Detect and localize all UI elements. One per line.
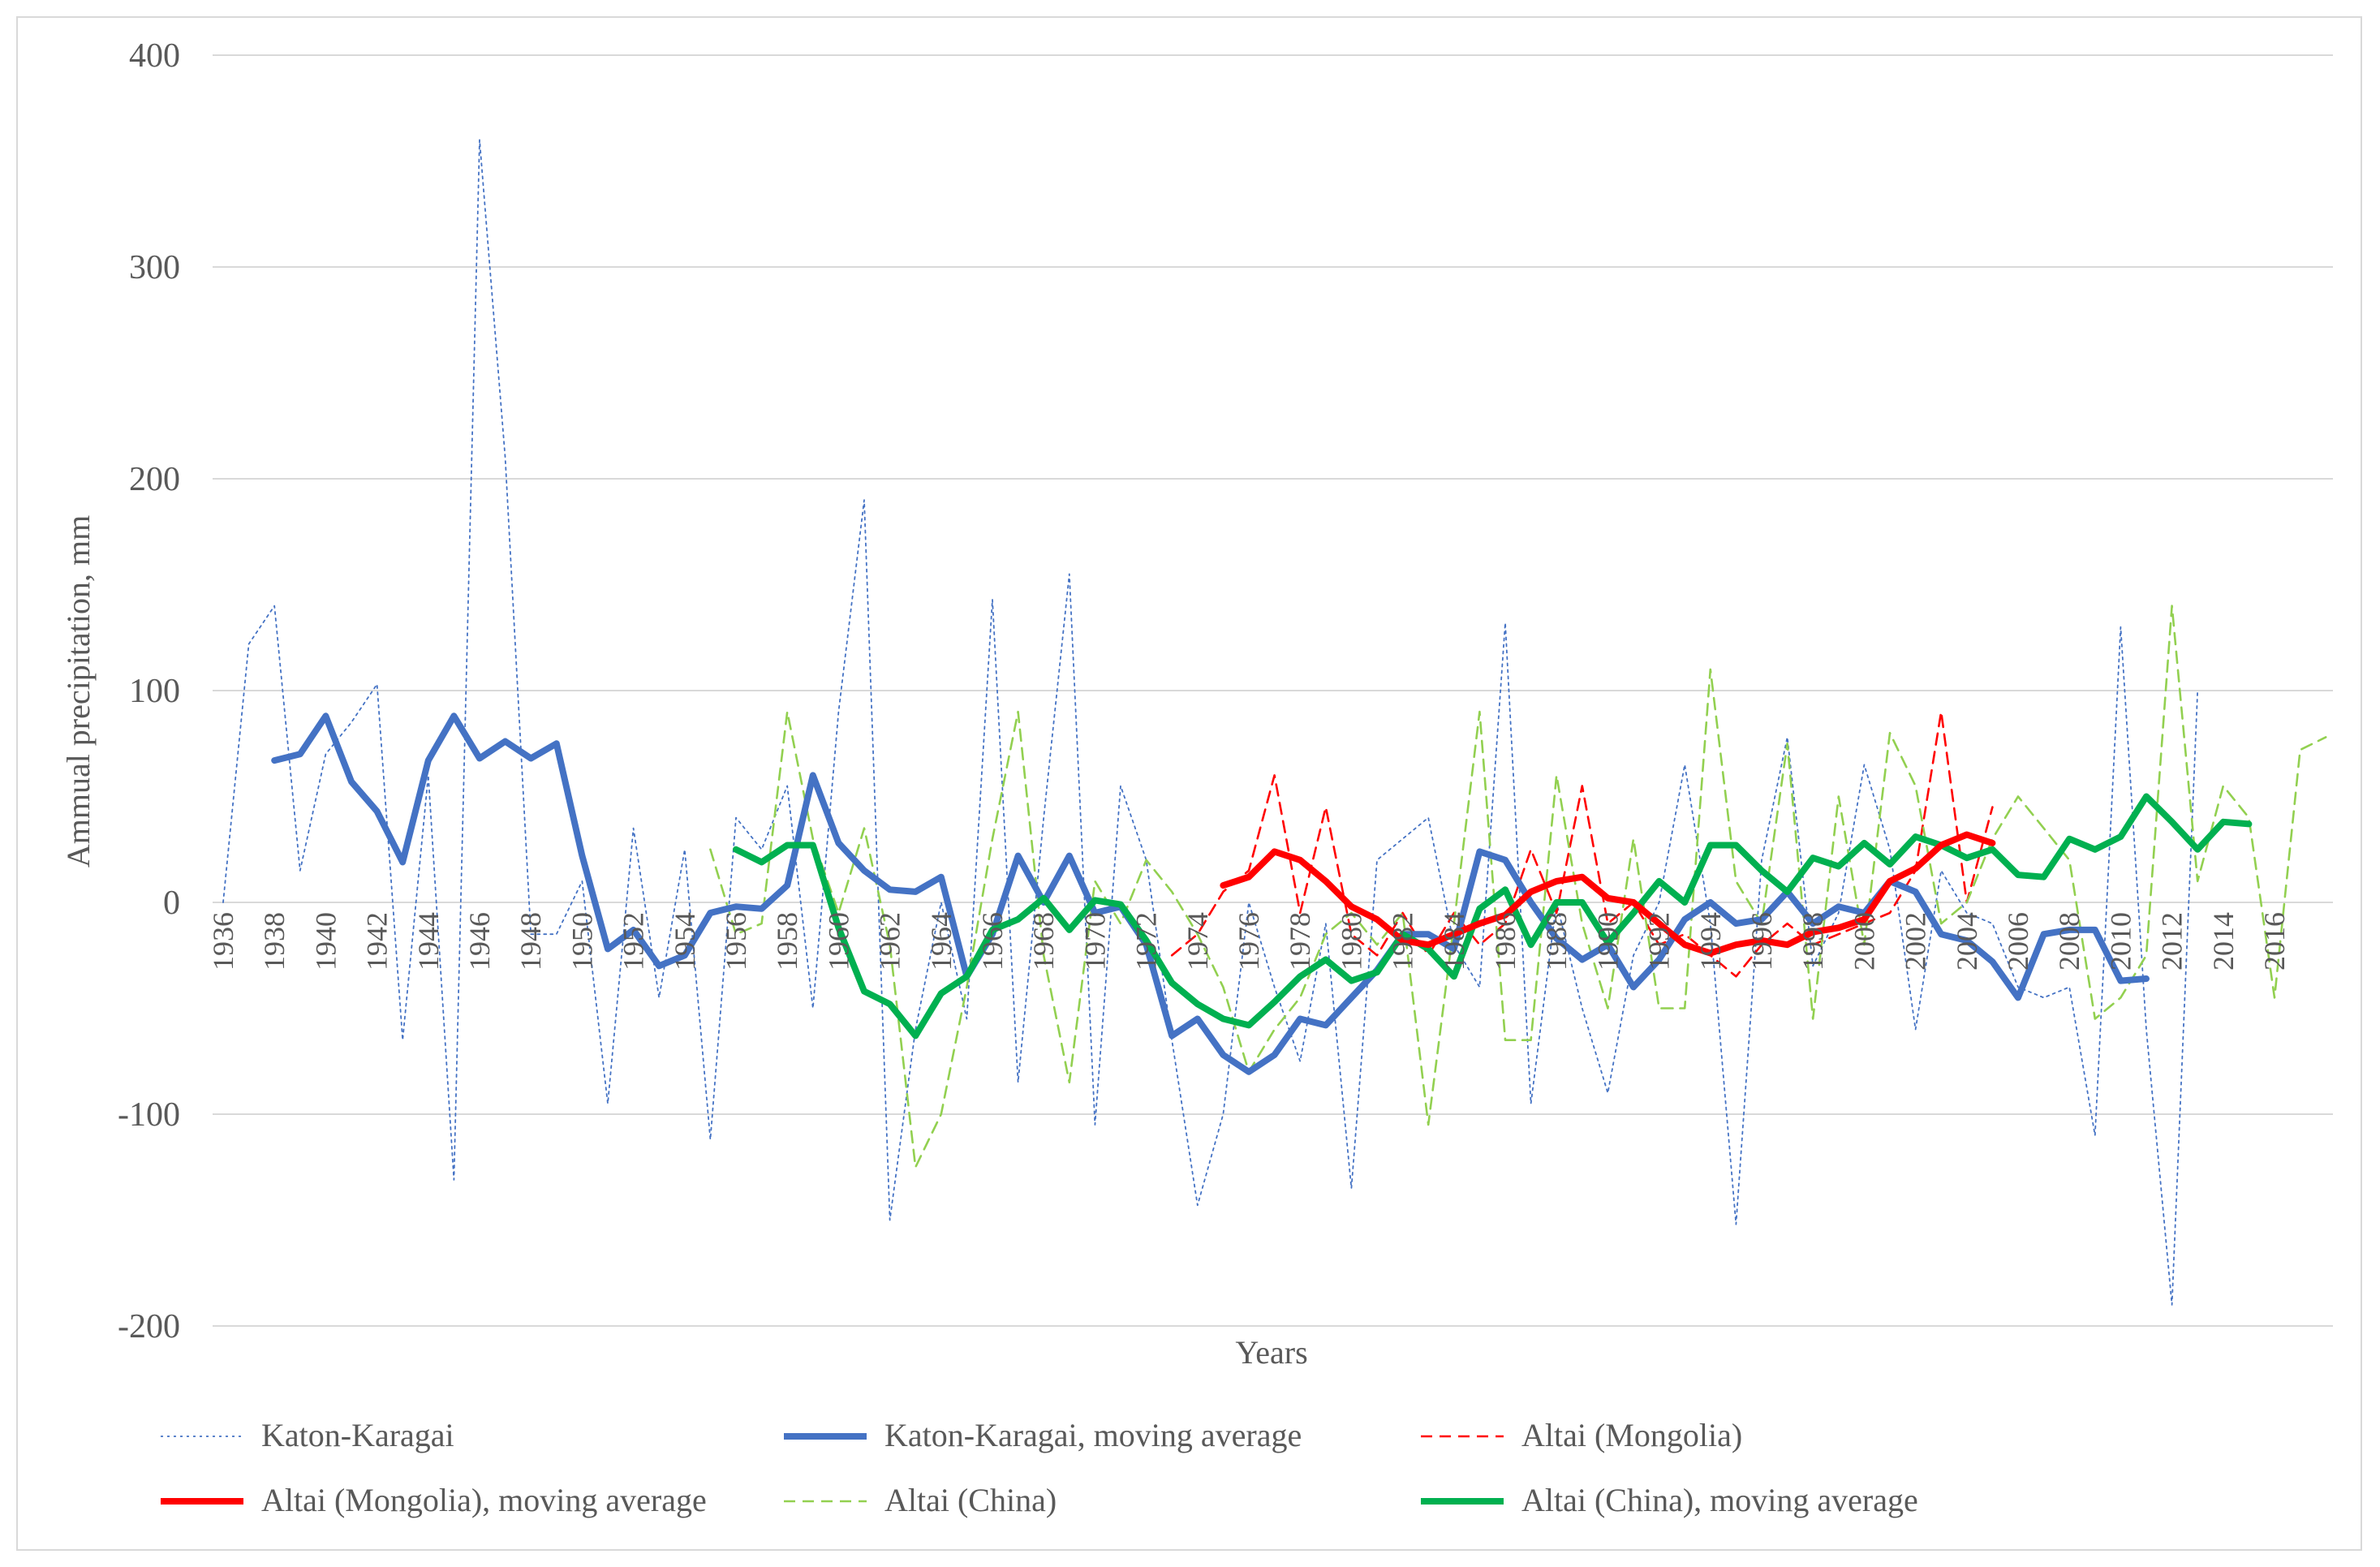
legend-label-0: Katon-Karagai <box>261 1417 454 1453</box>
x-tick-label: 1962 <box>874 912 906 971</box>
y-tick-label: 0 <box>163 885 180 922</box>
x-tick-label: 1998 <box>1797 912 1829 971</box>
legend-label-4: Altai (China) <box>884 1482 1057 1518</box>
gridlines <box>213 54 2333 1327</box>
y-tick-label: 300 <box>129 249 180 286</box>
series-lines <box>222 139 2327 1306</box>
y-axis-ticks: -200 -100 0 100 200 300 400 <box>118 37 180 1345</box>
series-line-2 <box>1170 710 1994 978</box>
x-tick-label: 1950 <box>566 912 598 971</box>
x-tick-label: 2008 <box>2053 912 2085 971</box>
x-tick-label: 2014 <box>2207 912 2240 971</box>
x-tick-label: 1952 <box>618 912 650 971</box>
x-tick-label: 1982 <box>1387 912 1419 971</box>
y-tick-label: 400 <box>129 37 180 75</box>
x-tick-label: 1964 <box>925 912 958 971</box>
x-tick-label: 1936 <box>207 912 239 971</box>
x-tick-label: 2012 <box>2156 912 2188 971</box>
x-axis-ticks: 1936 1938 1940 1942 1944 1946 1948 1950 1952 1954… <box>207 912 2291 971</box>
x-tick-label: 1974 <box>1181 912 1214 971</box>
x-tick-label: 1958 <box>771 912 803 971</box>
x-tick-label: 1986 <box>1489 912 1521 971</box>
series-line-3 <box>1220 831 1996 957</box>
series-line-1 <box>271 712 2150 1075</box>
legend: Katon-Karagai Katon-Karagai, moving avera… <box>161 1417 1918 1518</box>
x-tick-label: 1972 <box>1130 912 1163 971</box>
x-tick-label: 1988 <box>1540 912 1573 971</box>
x-tick-label: 1992 <box>1643 912 1676 971</box>
y-axis-title: Ammual precipitation, mm <box>60 515 97 867</box>
x-tick-label: 1944 <box>412 912 445 971</box>
x-tick-label: 1978 <box>1284 912 1316 971</box>
x-tick-label: 1976 <box>1233 912 1265 971</box>
y-tick-label: -100 <box>118 1096 180 1134</box>
x-tick-label: 1980 <box>1335 912 1367 971</box>
x-tick-label: 2004 <box>1951 912 1983 971</box>
legend-label-1: Katon-Karagai, moving average <box>884 1417 1302 1453</box>
y-tick-label: 200 <box>129 461 180 498</box>
x-axis-title: Years <box>1235 1334 1307 1371</box>
x-tick-label: 1996 <box>1745 912 1778 971</box>
x-tick-label: 1948 <box>514 912 547 971</box>
x-tick-label: 2010 <box>2104 912 2137 971</box>
x-tick-label: 1968 <box>1027 912 1060 971</box>
x-tick-label: 2002 <box>1900 912 1932 971</box>
x-tick-label: 1942 <box>361 912 394 971</box>
legend-label-3: Altai (Mongolia), moving average <box>261 1482 707 1518</box>
x-tick-label: 1984 <box>1438 912 1470 971</box>
x-tick-label: 2006 <box>2002 912 2034 971</box>
series-line-4 <box>709 605 2327 1169</box>
legend-label-5: Altai (China), moving average <box>1521 1482 1918 1518</box>
chart-frame <box>16 16 2362 1551</box>
x-tick-label: 1946 <box>463 912 496 971</box>
x-tick-label: 1994 <box>1694 912 1727 971</box>
x-tick-label: 1970 <box>1078 912 1111 971</box>
x-tick-label: 1956 <box>720 912 752 971</box>
y-tick-label: 100 <box>129 673 180 710</box>
x-tick-label: 1938 <box>258 912 291 971</box>
series-line-5 <box>733 793 2253 1040</box>
series-line-0 <box>222 139 2199 1306</box>
x-tick-label: 1990 <box>1591 912 1624 971</box>
x-tick-label: 1960 <box>822 912 854 971</box>
x-tick-label: 2000 <box>1848 912 1880 971</box>
x-tick-label: 1940 <box>309 912 342 971</box>
legend-label-2: Altai (Mongolia) <box>1521 1417 1742 1453</box>
x-tick-label: 1954 <box>669 912 701 971</box>
x-tick-label: 1966 <box>976 912 1009 971</box>
y-tick-label: -200 <box>118 1308 180 1345</box>
x-tick-label: 2016 <box>2258 912 2291 971</box>
